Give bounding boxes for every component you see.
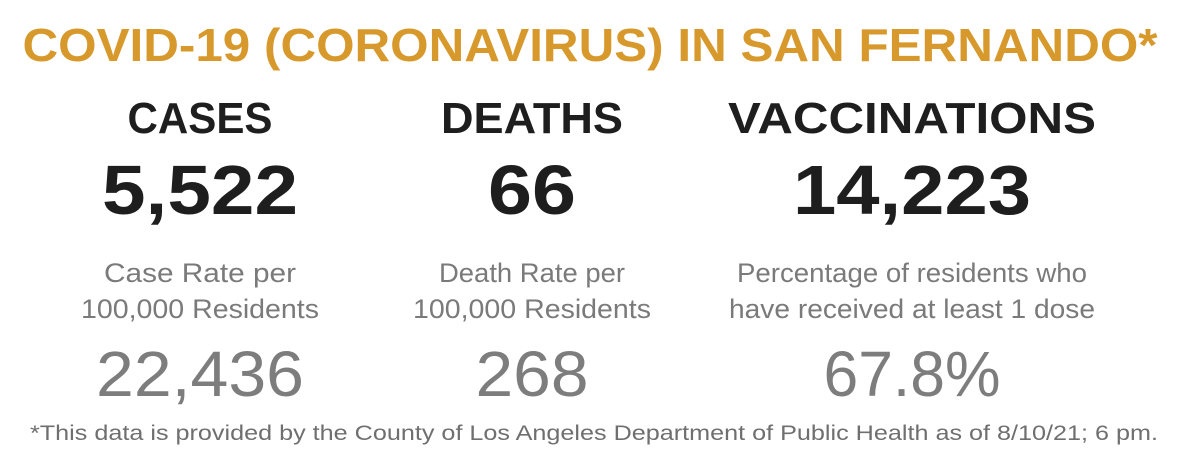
column-heading: VACCINATIONS: [728, 94, 1096, 143]
total-value: 5,522: [102, 151, 298, 229]
rate-value: 67.8%: [824, 338, 1001, 410]
title: COVID-19 (CORONAVIRUS) IN SAN FERNANDO*: [23, 19, 1158, 71]
total-value: 14,223: [793, 151, 1031, 229]
rate-description: Death Rate per: [439, 258, 625, 288]
rate-description: 100,000 Residents: [81, 294, 319, 324]
rate-description: have received at least 1 dose: [729, 294, 1095, 324]
rate-description: Percentage of residents who: [737, 258, 1087, 288]
column-heading: DEATHS: [441, 94, 623, 143]
column-heading: CASES: [128, 94, 273, 143]
total-value: 66: [488, 151, 576, 229]
rate-description: Case Rate per: [104, 258, 296, 288]
footnote: *This data is provided by the County of …: [30, 422, 1158, 445]
rate-description: 100,000 Residents: [413, 294, 651, 324]
rate-value: 22,436: [96, 338, 304, 410]
rate-value: 268: [476, 338, 589, 410]
